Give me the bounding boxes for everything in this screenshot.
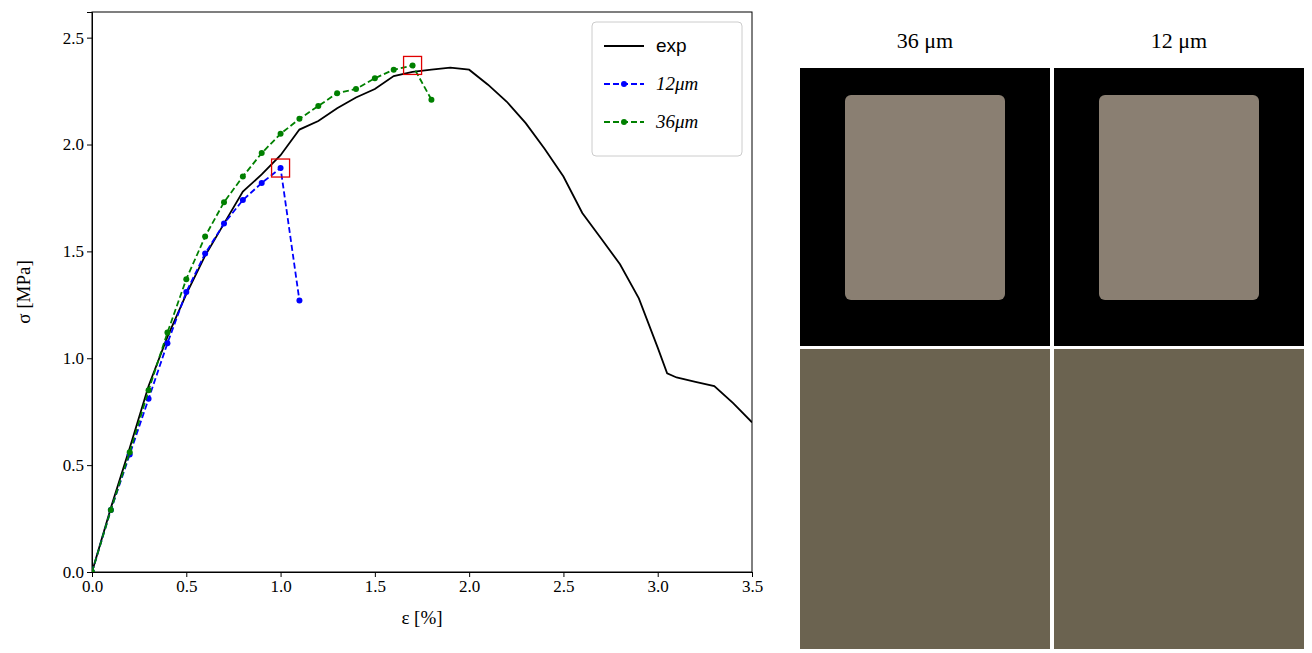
point: [391, 67, 397, 73]
panel-title: 12 μm: [1151, 28, 1207, 53]
tick-mark: [87, 572, 92, 573]
render-panel: [1054, 68, 1304, 346]
tick: 1.5: [365, 572, 386, 596]
point: [221, 221, 227, 227]
tick: 0.5: [63, 456, 92, 475]
point: [315, 103, 321, 109]
point: [410, 62, 416, 68]
tick-label: 3.0: [648, 577, 669, 596]
plot: 0.0 0.5 1.0 1.5 2.0 2.5 3.0 3.5 0.0 0.5 1.0 1.5 2.0 2…: [13, 12, 763, 628]
tick: 2.0: [459, 572, 480, 596]
axis-line: [87, 13, 93, 573]
tick: 2.5: [553, 572, 574, 596]
legend-label: 36μm: [655, 111, 698, 132]
tick: 1.0: [63, 349, 92, 368]
point: [183, 289, 189, 295]
point: [183, 276, 189, 282]
tick: 0.0: [82, 572, 103, 596]
tick-mark: [87, 358, 92, 359]
point: [240, 174, 246, 180]
point: [259, 180, 265, 186]
tick: 3.0: [648, 572, 669, 596]
point: [278, 131, 284, 137]
tick-mark: [87, 251, 92, 252]
point: [372, 75, 378, 81]
figure: 0.0 0.5 1.0 1.5 2.0 2.5 3.0 3.5 0.0 0.5 1.0 1.5 2.0 2…: [0, 0, 1312, 653]
tick: 1.0: [270, 572, 291, 596]
point: [221, 199, 227, 205]
tick-mark: [87, 465, 92, 466]
render-panel: [800, 68, 1050, 346]
panel-title: 36 μm: [897, 28, 953, 53]
point: [164, 340, 170, 346]
tick-label: 1.0: [270, 577, 291, 596]
x-axis: 0.0 0.5 1.0 1.5 2.0 2.5 3.0 3.5: [82, 572, 763, 596]
legend: exp 12μm 36μm: [592, 22, 742, 156]
tick: 2.0: [63, 135, 92, 154]
tick-label: 2.0: [63, 135, 84, 154]
point: [164, 330, 170, 336]
point: [92, 569, 95, 572]
series-line: [92, 168, 299, 572]
tick-label: 1.5: [63, 242, 84, 261]
render-sample: [1099, 95, 1259, 300]
point: [146, 387, 152, 393]
point: [108, 507, 114, 513]
tick-label: 0.5: [63, 456, 84, 475]
point: [428, 97, 434, 103]
tick-label: 2.5: [63, 29, 84, 48]
legend-marker: [621, 119, 627, 125]
plot-frame: [92, 12, 752, 572]
point: [353, 86, 359, 92]
tick-label: 0.0: [82, 577, 103, 596]
tick: 3.5: [742, 572, 763, 596]
point: [108, 507, 114, 513]
tick-label: 0.5: [176, 577, 197, 596]
tick-label: 2.5: [553, 577, 574, 596]
tick-label: 1.0: [63, 349, 84, 368]
tick: 2.5: [63, 29, 92, 48]
point: [202, 233, 208, 239]
x-axis-title: ε [%]: [401, 607, 442, 628]
point: [127, 449, 133, 455]
tick-label: 3.5: [742, 577, 763, 596]
legend-marker: [621, 81, 627, 87]
tick: 1.5: [63, 242, 92, 261]
tick-label: 2.0: [459, 577, 480, 596]
highlight-square: [404, 56, 422, 74]
point: [296, 298, 302, 304]
point: [240, 197, 246, 203]
legend-label: exp: [656, 35, 687, 56]
legend-box: [592, 22, 742, 156]
tick-label: 1.5: [365, 577, 386, 596]
point: [259, 150, 265, 156]
legend-swatch: [604, 45, 644, 47]
tick: 0.5: [176, 572, 197, 596]
tick-mark: [87, 145, 92, 146]
point: [278, 165, 284, 171]
point: [92, 569, 95, 572]
legend-label: 12μm: [656, 73, 698, 94]
slice-panel: [1054, 349, 1304, 649]
highlight-square: [272, 159, 290, 177]
series-line: [92, 65, 431, 572]
render-sample: [845, 95, 1005, 300]
point: [202, 251, 208, 257]
point: [334, 90, 340, 96]
tick-label: 0.0: [63, 563, 84, 582]
tick: 0.0: [63, 563, 92, 582]
point: [296, 116, 302, 122]
tick-mark: [87, 38, 92, 39]
y-axis: 0.0 0.5 1.0 1.5 2.0 2.5: [63, 13, 93, 582]
y-axis-title: σ [MPa]: [13, 260, 34, 324]
slice-panel: [800, 349, 1050, 649]
